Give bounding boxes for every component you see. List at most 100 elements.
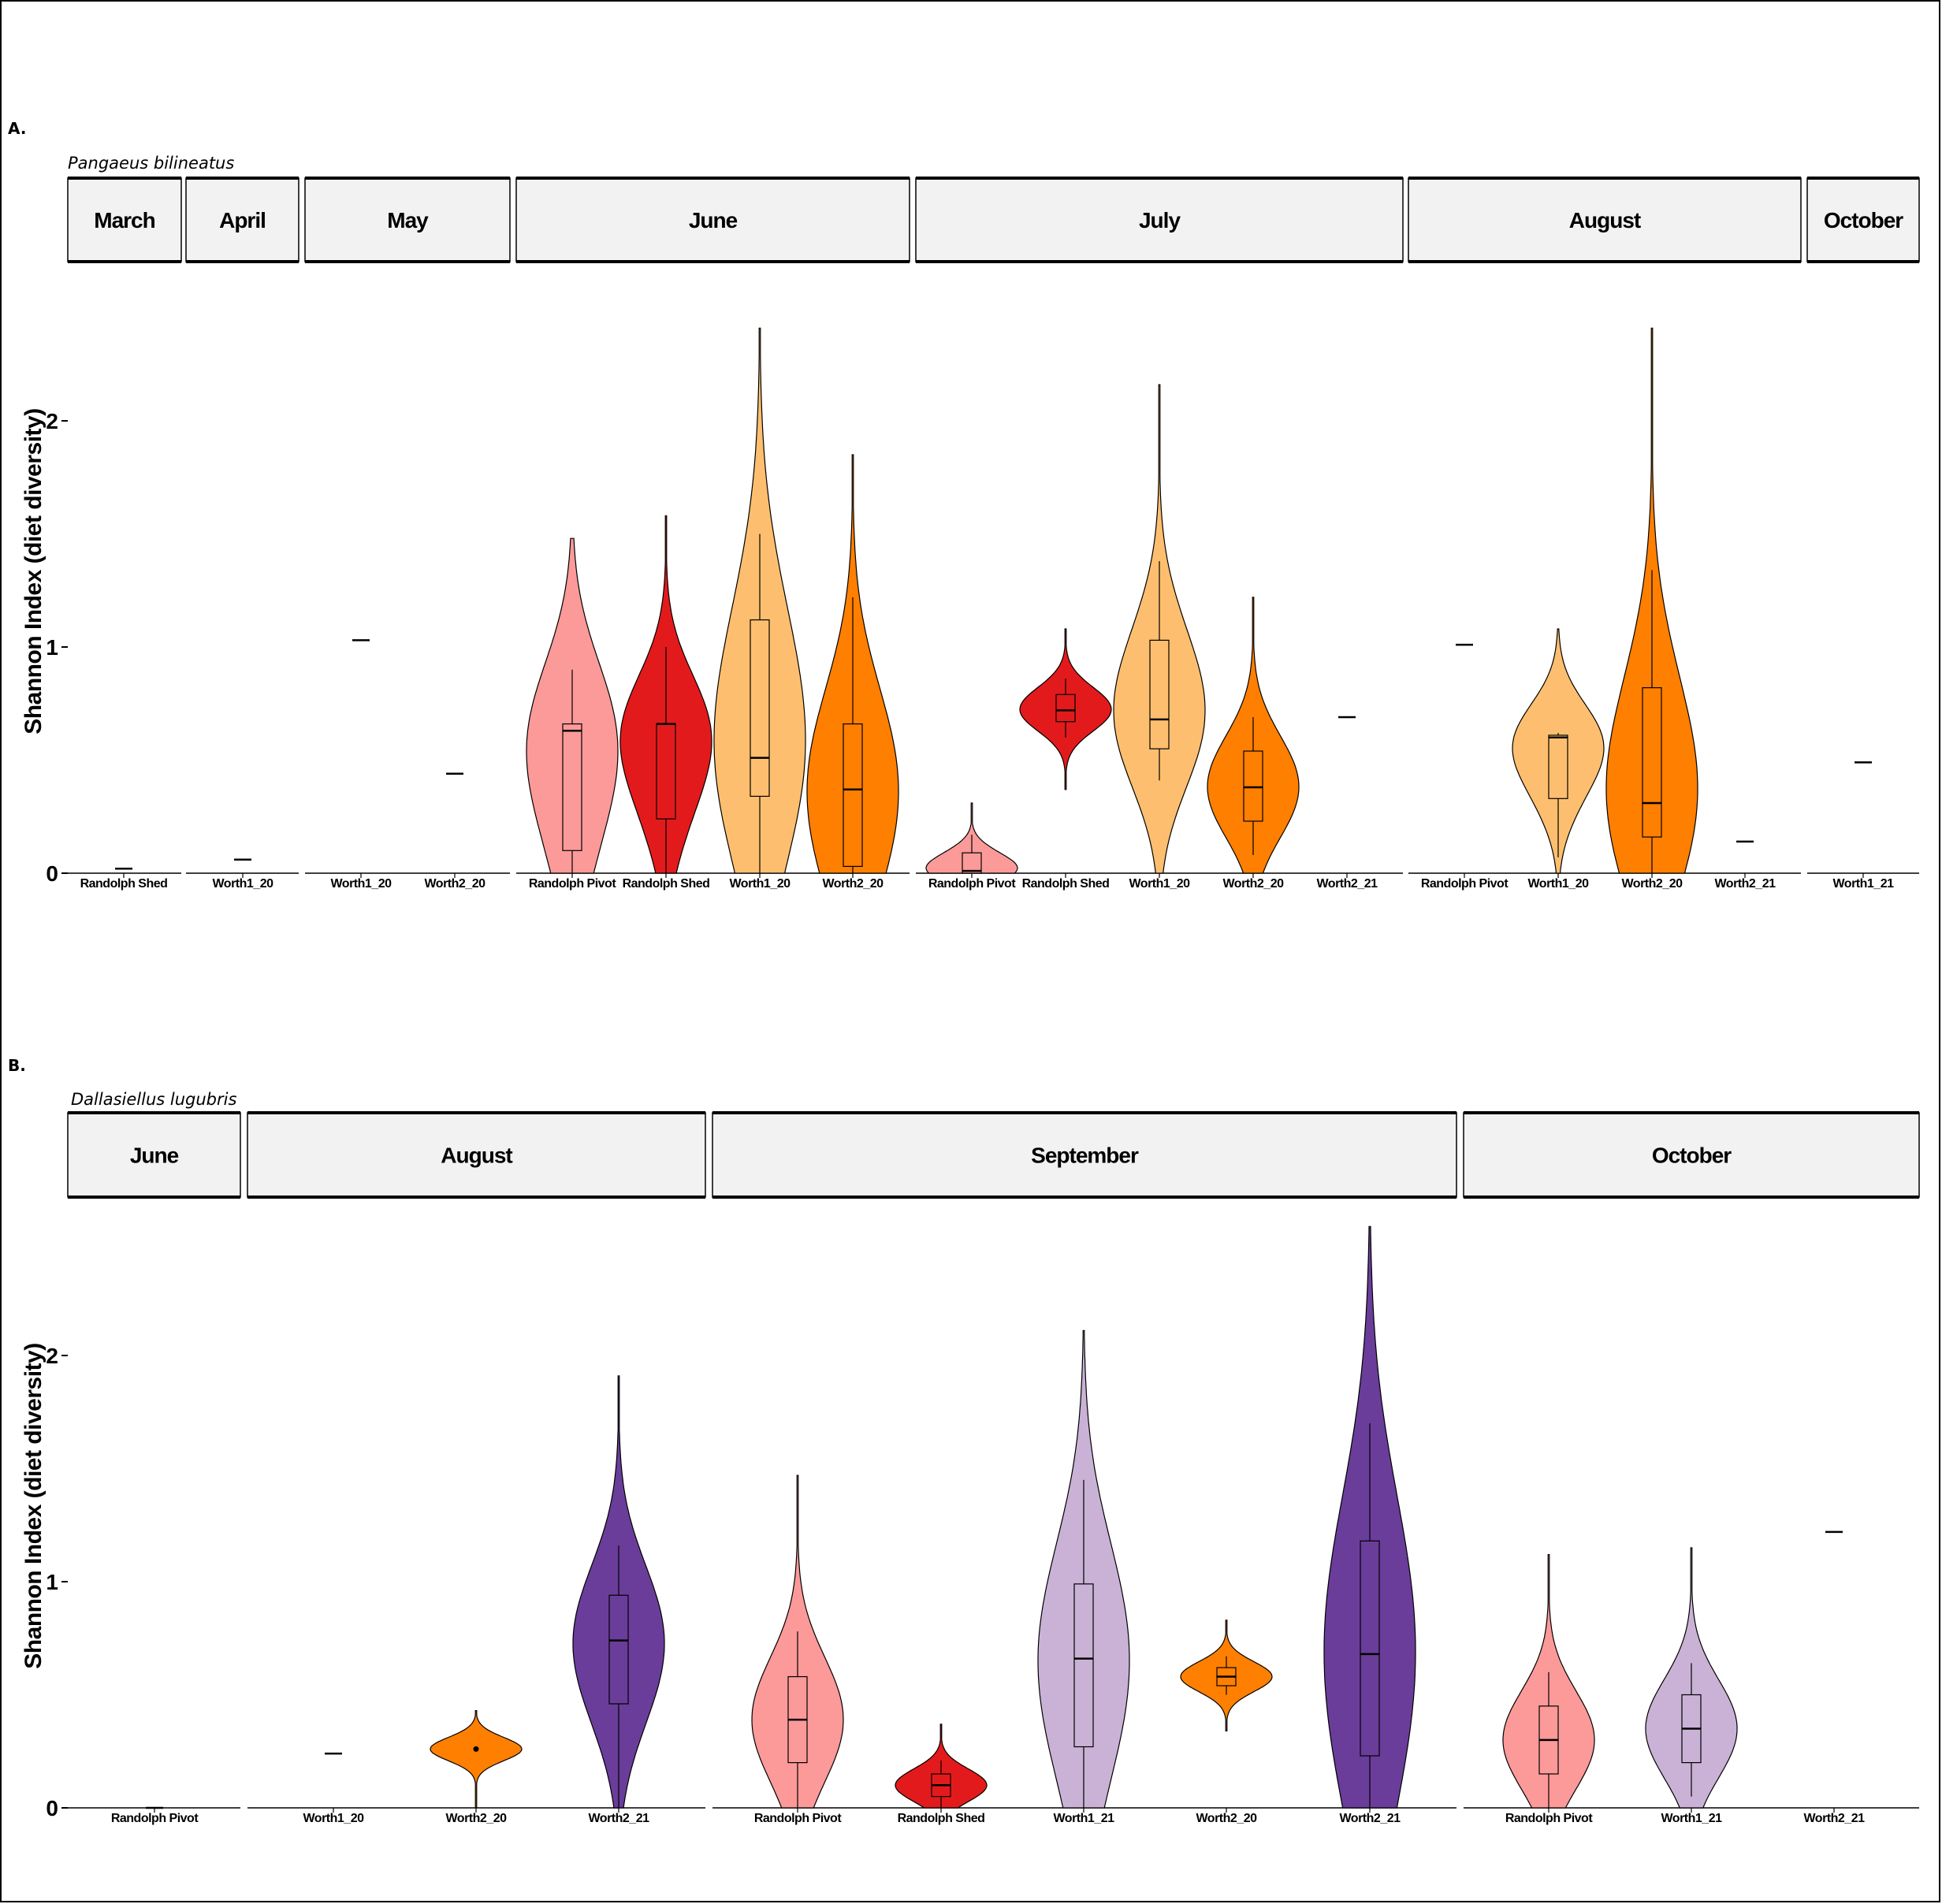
x-tick-label: Worth1_20 (1527, 877, 1589, 891)
box-iqr (1548, 734, 1568, 799)
facet-strip (247, 1112, 706, 1198)
y-tick-label: 2 (46, 1344, 58, 1368)
facet-march: March Randolph Shed (67, 177, 182, 891)
violin-worth1_20: Worth1_20 (330, 639, 392, 891)
x-tick-label: Worth1_20 (729, 877, 791, 891)
facet-month-label: April (219, 208, 266, 232)
species-title: Pangaeus bilineatus (68, 154, 234, 173)
facet-month-label: July (1139, 208, 1181, 232)
x-tick-label: Worth2_20 (445, 1812, 507, 1825)
x-tick-label: Worth1_20 (1129, 877, 1190, 891)
x-tick-label: Randolph Pivot (1505, 1812, 1594, 1825)
violin-randolph-shed: Randolph Shed (619, 515, 712, 891)
box-iqr (1642, 687, 1662, 838)
facet-month-label: March (94, 208, 154, 232)
facet-strip (915, 177, 1404, 262)
x-tick-label: Randolph Shed (80, 877, 168, 891)
median-point (473, 1746, 479, 1752)
box-iqr (1055, 694, 1076, 723)
facet-july: July Randolph Pivot Randolph Shed Worth1_20… (915, 177, 1404, 891)
violin-worth2_20: Worth2_20 (1180, 1620, 1273, 1825)
x-tick-label: Randolph Pivot (928, 877, 1017, 891)
box-iqr (562, 723, 582, 851)
facet-june: June Randolph Pivot Randolph Shed Worth1_20… (515, 177, 910, 891)
facet-september: September Randolph Pivot Randolph Shed Wort… (712, 1111, 1457, 1825)
violin-randolph-pivot: Randolph Pivot (751, 1474, 844, 1825)
x-tick-label: Randolph Pivot (529, 877, 617, 891)
facet-month-label: August (1569, 208, 1641, 232)
facet-month-label: May (387, 208, 429, 232)
violin-worth2_20: Worth2_20 (806, 454, 899, 891)
facet-strip (304, 177, 511, 262)
x-tick-label: Randolph Pivot (1421, 877, 1509, 891)
x-tick-label: Worth2_20 (822, 877, 884, 891)
violin-worth2_21: Worth2_21 (1323, 1225, 1416, 1825)
x-tick-label: Worth2_21 (1803, 1812, 1865, 1825)
y-axis-label: Shannon Index (diet diversity) (20, 1343, 47, 1668)
violin-worth2_21: Worth2_21 (572, 1375, 665, 1825)
facet-october: October Worth1_21 (1806, 177, 1920, 891)
facet-strip (1806, 177, 1920, 262)
violin-randolph-pivot: Randolph Pivot (526, 537, 619, 891)
facet-month-label: June (689, 208, 738, 232)
violin-worth2_21: Worth2_21 (1714, 840, 1776, 891)
x-tick-label: Randolph Pivot (754, 1812, 843, 1825)
facet-strip (712, 1112, 1457, 1198)
violin-worth2_20: Worth2_20 (430, 1710, 523, 1825)
panel-a: A. Pangaeus bilineatus Shannon Index (diet… (8, 119, 1920, 891)
x-tick-label: Worth1_20 (212, 877, 273, 891)
y-axis-label: Shannon Index (diet diversity) (20, 408, 47, 734)
facet-strip (515, 177, 910, 262)
box-iqr (1243, 750, 1263, 822)
facet-may: May Worth1_20 Worth2_20 (304, 177, 511, 891)
facet-month-label: October (1824, 208, 1903, 232)
facet-strip (1408, 177, 1802, 262)
violin-randolph-shed: Randolph Shed (80, 868, 168, 891)
y-tick-label: 1 (46, 1570, 58, 1594)
violin-worth1_20: Worth1_20 (713, 327, 806, 891)
violin-worth1_20: Worth1_20 (1113, 384, 1206, 891)
x-tick-label: Worth2_21 (1316, 877, 1378, 891)
violin-randolph-shed: Randolph Shed (1019, 628, 1112, 891)
facet-strip (67, 1112, 241, 1198)
violin-worth1_21: Worth1_21 (1832, 761, 1895, 891)
x-tick-label: Worth2_21 (1339, 1812, 1401, 1825)
violin-worth1_20: Worth1_20 (303, 1752, 365, 1825)
x-tick-label: Randolph Shed (623, 877, 710, 891)
facet-april: April Worth1_20 (185, 177, 299, 891)
box-iqr (1360, 1540, 1380, 1757)
panel-letter: B. (8, 1056, 26, 1075)
violin-worth1_20: Worth1_20 (1512, 628, 1605, 891)
x-tick-label: Worth2_20 (1222, 877, 1284, 891)
x-tick-label: Worth2_21 (588, 1812, 649, 1825)
violin-worth1_20: Worth1_20 (212, 858, 274, 891)
facet-month-label: October (1652, 1144, 1732, 1168)
violin-worth2_21: Worth2_21 (1803, 1530, 1866, 1825)
box-iqr (656, 723, 676, 820)
box-iqr (843, 723, 863, 867)
violin-randolph-pivot: Randolph Pivot (1502, 1554, 1595, 1825)
facet-august: August Randolph Pivot Worth1_20 Worth2_20 Wo… (1408, 177, 1802, 891)
species-title: Dallasiellus lugubris (71, 1090, 236, 1109)
violin-randolph-shed: Randolph Shed (895, 1724, 988, 1825)
facet-month-label: August (441, 1144, 512, 1168)
y-tick-label: 0 (46, 861, 58, 886)
box-iqr (750, 619, 770, 798)
violin-randolph-pivot: Randolph Pivot (111, 1806, 199, 1825)
facet-month-label: September (1031, 1144, 1139, 1168)
x-tick-label: Worth2_20 (1196, 1812, 1257, 1825)
violin-worth2_21: Worth2_21 (1316, 716, 1378, 891)
x-tick-label: Worth1_20 (303, 1812, 364, 1825)
facet-october: October Randolph Pivot Worth1_21 Worth2_21 (1463, 1111, 1920, 1825)
panel-b: B. Dallasiellus lugubris Shannon Index (di… (8, 1056, 1920, 1825)
facet-month-label: June (130, 1144, 179, 1168)
x-tick-label: Worth1_21 (1053, 1812, 1114, 1825)
facet-strip (67, 177, 182, 262)
box-iqr (1149, 639, 1170, 749)
x-tick-label: Worth2_21 (1714, 877, 1776, 891)
y-tick-label: 2 (46, 409, 58, 433)
violin-worth1_21: Worth1_21 (1037, 1329, 1130, 1825)
violin-worth2_20: Worth2_20 (424, 772, 486, 891)
violin-worth1_21: Worth1_21 (1645, 1547, 1738, 1825)
